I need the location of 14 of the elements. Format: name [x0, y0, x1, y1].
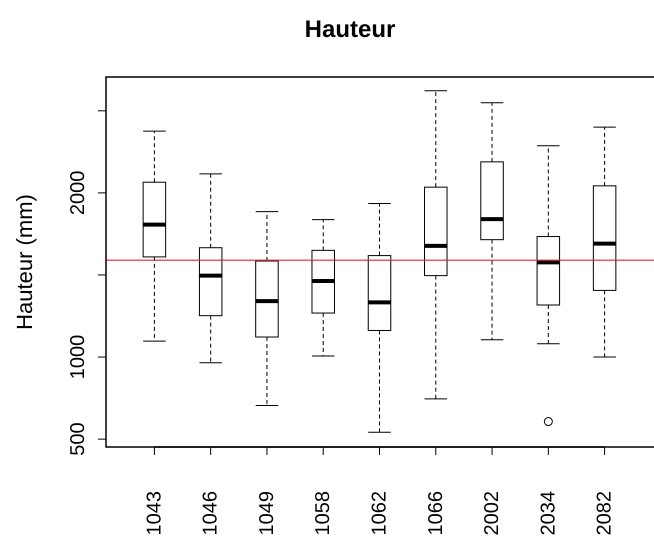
x-tick-label: 1066 [424, 491, 447, 536]
y-tick-label: 1000 [67, 334, 89, 380]
y-axis-title: Hauteur (mm) [12, 194, 37, 330]
x-tick-label: 1046 [200, 491, 222, 536]
x-tick-label: 2034 [537, 491, 560, 536]
y-tick-label: 500 [67, 422, 89, 456]
x-tick-label: 2002 [481, 491, 504, 536]
x-tick-label: 1062 [368, 491, 390, 536]
x-tick-label: 1043 [143, 491, 166, 536]
x-tick-label: 2082 [594, 491, 616, 536]
x-tick-label: 1049 [256, 491, 278, 536]
y-tick-label: 2000 [67, 170, 89, 216]
chart-title: Hauteur [304, 16, 396, 43]
x-tick-label: 1058 [312, 491, 334, 536]
